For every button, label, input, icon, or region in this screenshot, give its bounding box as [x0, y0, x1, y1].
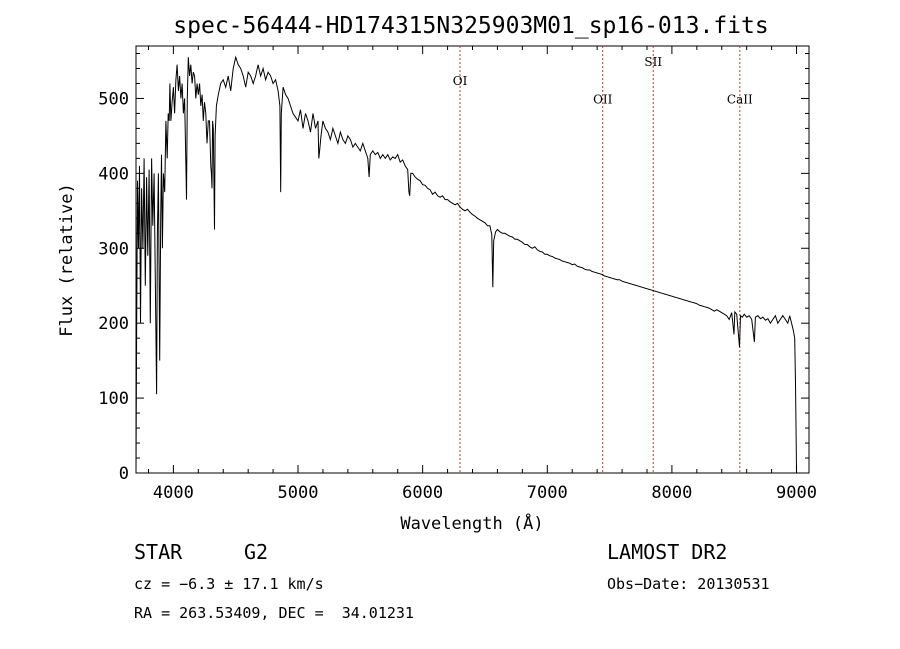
- line-label-oi: OI: [453, 74, 468, 88]
- y-tick-label: 500: [98, 89, 129, 109]
- spectrum-chart: spec-56444-HD174315N325903M01_sp16-013.f…: [57, 13, 817, 534]
- y-tick-label: 100: [98, 389, 129, 409]
- y-tick-label: 200: [98, 314, 129, 334]
- y-tick-label: 0: [119, 464, 129, 484]
- x-tick-label: 5000: [278, 483, 319, 503]
- chart-title: spec-56444-HD174315N325903M01_sp16-013.f…: [173, 13, 768, 39]
- line-label-sii: SII: [644, 55, 662, 69]
- y-tick-label: 400: [98, 164, 129, 184]
- y-tick-label: 300: [98, 239, 129, 259]
- x-tick-label: 8000: [651, 483, 692, 503]
- observation-date: Obs−Date: 20130531: [607, 575, 770, 593]
- x-axis-label: Wavelength (Å): [400, 512, 543, 534]
- x-axis-ticks: 4000 5000 6000 7000 8000 9000: [147, 46, 817, 503]
- redshift-readout: cz = −6.3 ± 17.1 km/s: [134, 575, 324, 593]
- line-label-caii: CaII: [727, 93, 753, 107]
- y-axis-ticks: 0 100 200 300 400 500: [98, 52, 809, 484]
- plot-frame: [135, 45, 810, 474]
- survey-name: LAMOST DR2: [607, 540, 728, 564]
- x-tick-label: 4000: [153, 483, 194, 503]
- y-axis-label: Flux (relative): [57, 183, 77, 337]
- coordinates-readout: RA = 263.53409, DEC = 34.01231: [134, 604, 414, 622]
- line-markers: OI OII SII CaII: [453, 46, 753, 473]
- x-tick-label: 9000: [776, 483, 817, 503]
- object-type: STAR: [134, 540, 183, 564]
- x-tick-label: 7000: [527, 483, 568, 503]
- spectrum-series-line: [135, 55, 797, 474]
- spectral-subclass: G2: [244, 540, 269, 564]
- x-tick-label: 6000: [402, 483, 443, 503]
- line-label-oii: OII: [593, 93, 613, 107]
